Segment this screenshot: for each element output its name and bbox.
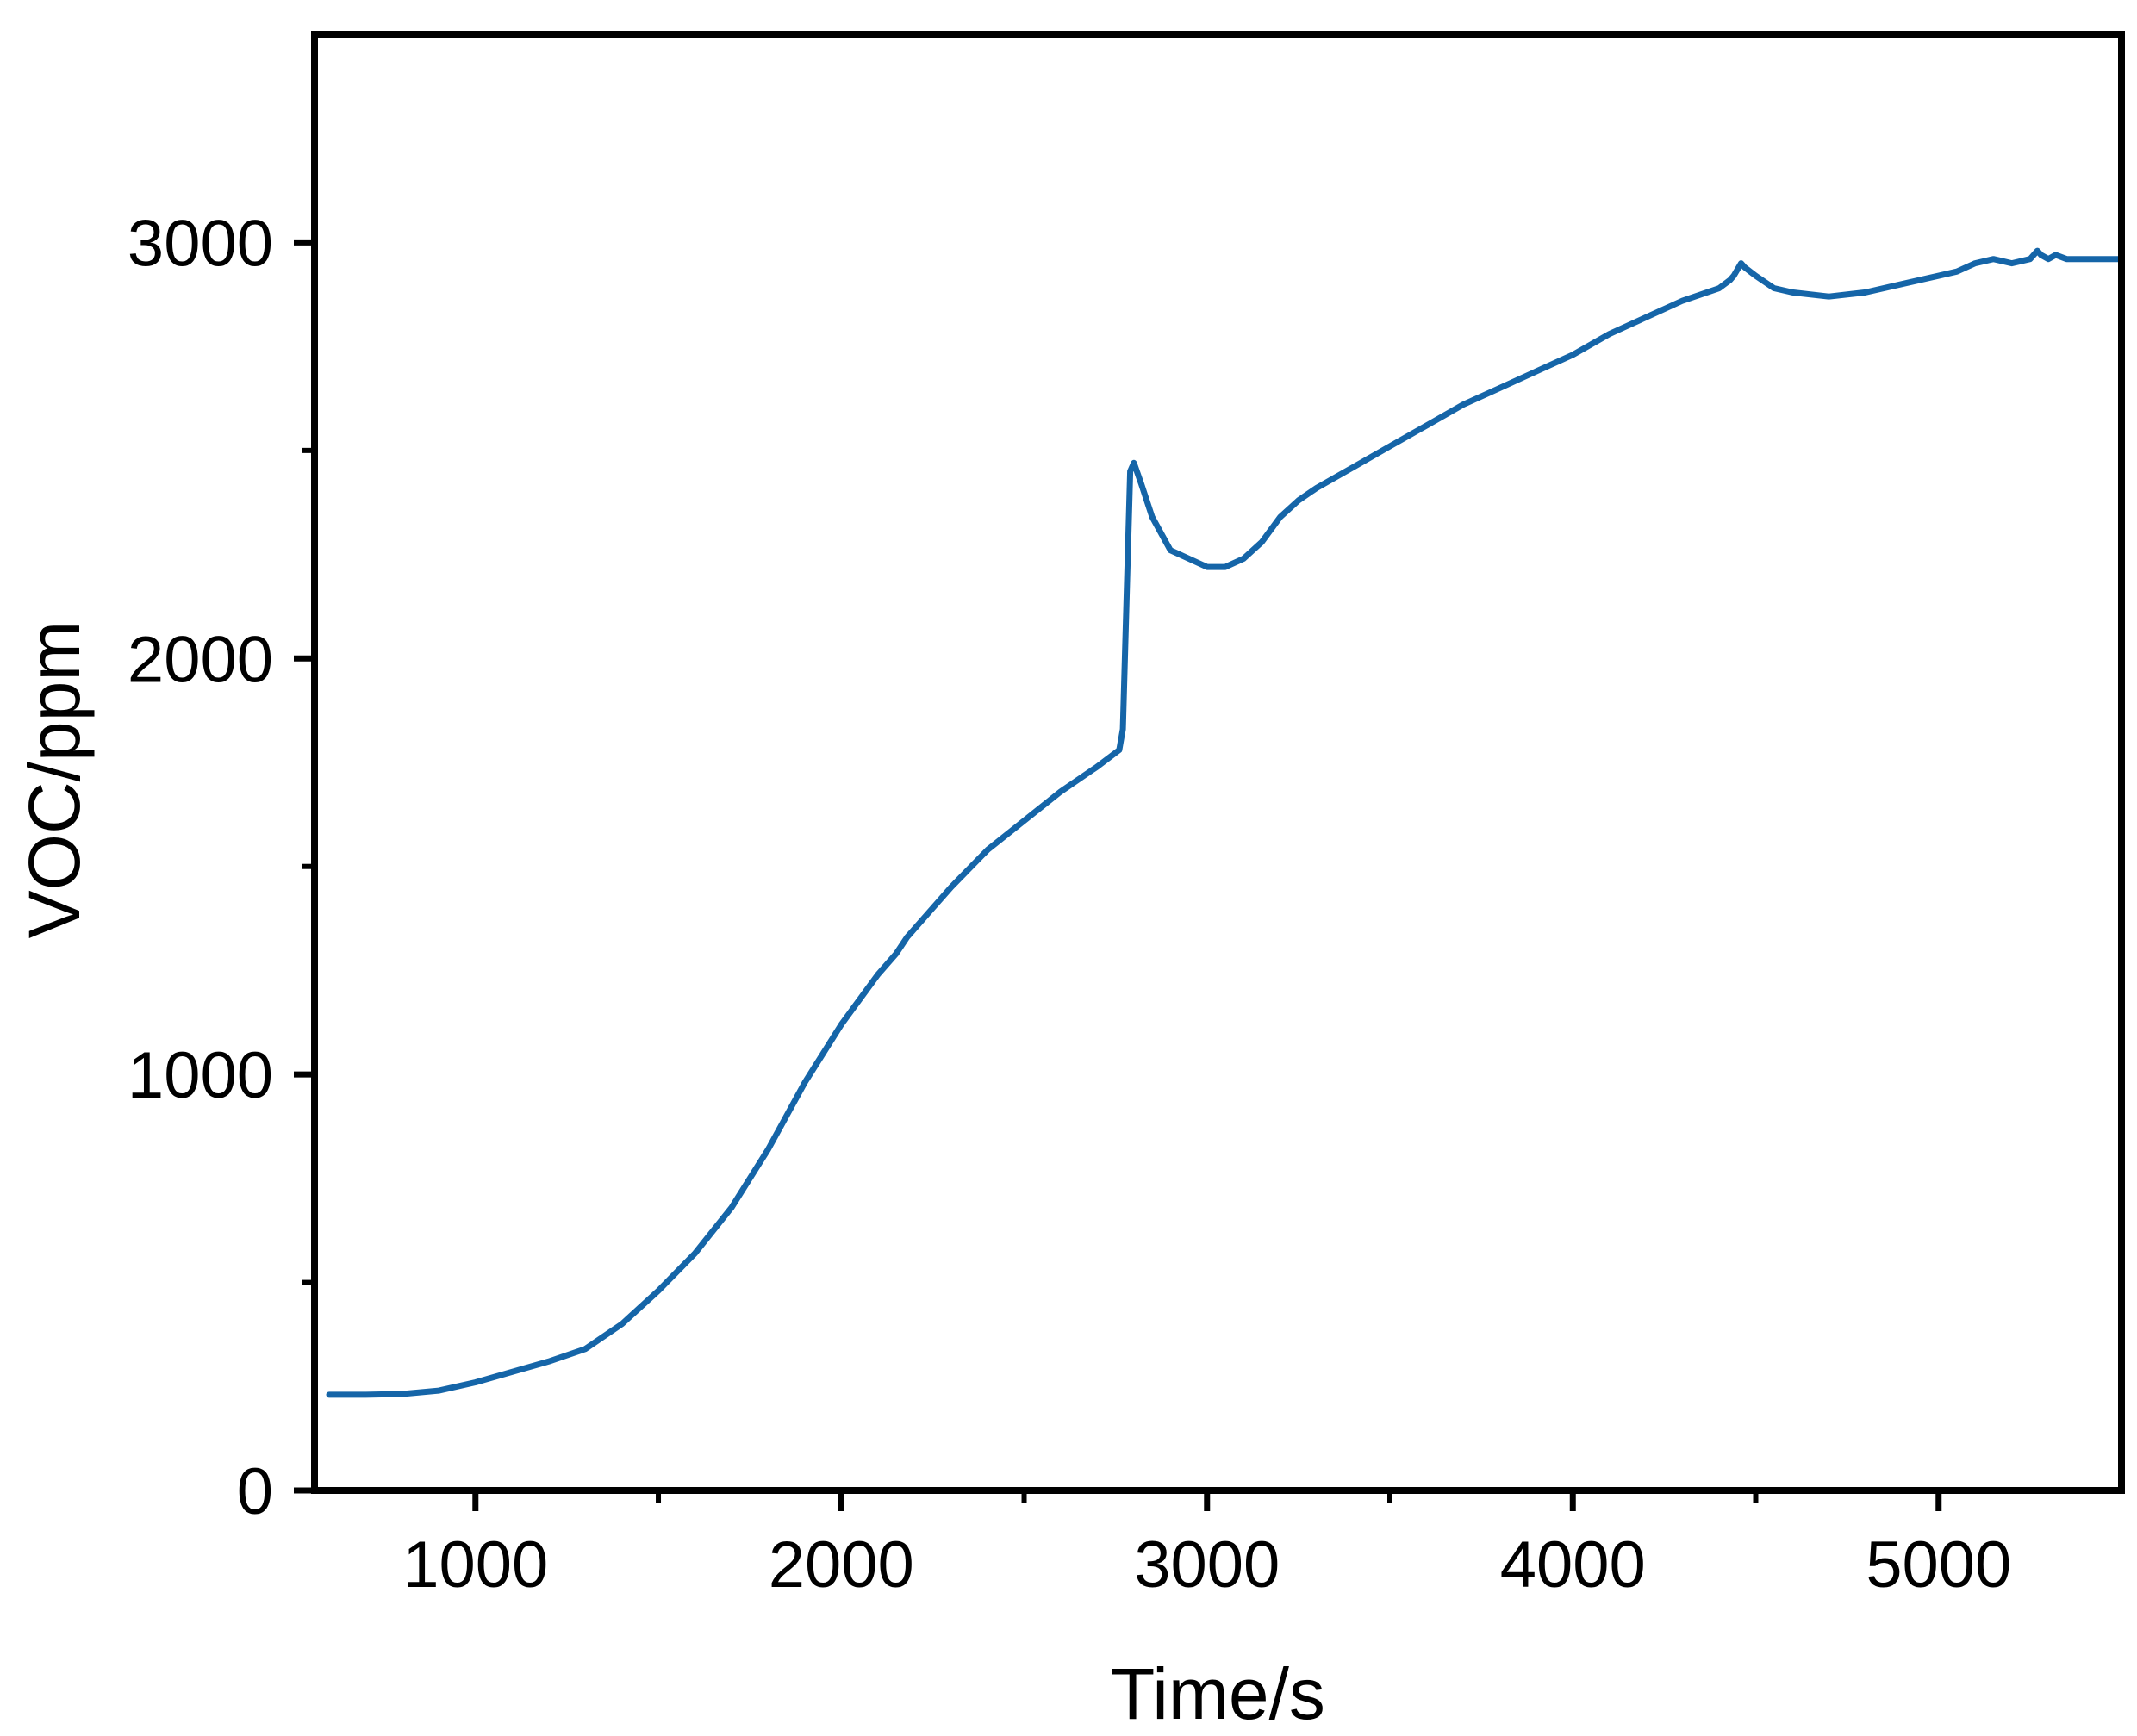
x-tick-label: 4000 [1500, 1528, 1646, 1602]
plot-area [311, 31, 2125, 1494]
x-axis-ticks: 1000 2000 3000 4000 5000 [402, 1490, 2011, 1602]
y-axis-ticks: 0 1000 2000 3000 [128, 207, 315, 1528]
plot-frame [311, 31, 2125, 1494]
y-tick-label: 2000 [128, 623, 273, 696]
series-line-0 [326, 247, 2125, 1398]
x-tick-label: 3000 [1134, 1528, 1280, 1602]
y-tick-label: 1000 [128, 1039, 273, 1112]
x-axis-title: Time/s [1111, 1653, 1325, 1734]
y-axis-title: VOC/ppm [14, 621, 95, 939]
y-tick-label: 0 [237, 1455, 273, 1528]
y-tick-label: 3000 [128, 207, 273, 280]
x-tick-label: 2000 [769, 1528, 914, 1602]
x-tick-label: 1000 [402, 1528, 548, 1602]
x-tick-label: 5000 [1866, 1528, 2011, 1602]
